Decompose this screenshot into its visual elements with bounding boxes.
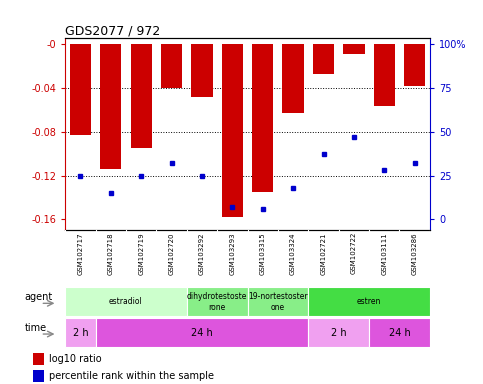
Text: 24 h: 24 h — [191, 328, 213, 338]
Text: 2 h: 2 h — [72, 328, 88, 338]
Text: 19-nortestoster
one: 19-nortestoster one — [248, 292, 308, 311]
Text: time: time — [25, 323, 47, 333]
Bar — [33, 370, 44, 382]
Bar — [65, 318, 96, 347]
Text: GSM103292: GSM103292 — [199, 232, 205, 275]
Text: GSM103324: GSM103324 — [290, 232, 296, 275]
Bar — [404, 44, 426, 86]
Text: GSM102720: GSM102720 — [169, 232, 174, 275]
Bar — [313, 44, 334, 73]
Text: GSM102717: GSM102717 — [77, 232, 84, 275]
Text: GSM102719: GSM102719 — [138, 232, 144, 275]
Bar — [308, 318, 369, 347]
Bar — [374, 44, 395, 106]
Text: dihydrotestoste
rone: dihydrotestoste rone — [187, 292, 247, 311]
Text: GSM103111: GSM103111 — [381, 232, 387, 275]
Text: estren: estren — [357, 297, 381, 306]
Bar — [161, 44, 182, 88]
Bar — [96, 318, 308, 347]
Text: GSM102721: GSM102721 — [321, 232, 327, 275]
Bar — [252, 44, 273, 192]
Text: GSM102722: GSM102722 — [351, 232, 357, 275]
Bar — [33, 353, 44, 365]
Text: GSM102718: GSM102718 — [108, 232, 114, 275]
Bar — [130, 44, 152, 148]
Text: percentile rank within the sample: percentile rank within the sample — [48, 371, 213, 381]
Bar — [369, 318, 430, 347]
Bar — [343, 44, 365, 54]
Text: log10 ratio: log10 ratio — [48, 354, 101, 364]
Bar — [70, 44, 91, 135]
Bar — [65, 288, 187, 316]
Bar — [187, 288, 248, 316]
Text: agent: agent — [25, 292, 53, 302]
Text: GDS2077 / 972: GDS2077 / 972 — [65, 24, 160, 37]
Bar — [191, 44, 213, 96]
Text: GSM103286: GSM103286 — [412, 232, 418, 275]
Bar — [283, 44, 304, 113]
Bar — [222, 44, 243, 217]
Text: 2 h: 2 h — [331, 328, 346, 338]
Bar — [308, 288, 430, 316]
Text: 24 h: 24 h — [389, 328, 411, 338]
Text: estradiol: estradiol — [109, 297, 143, 306]
Bar — [100, 44, 121, 169]
Text: GSM103315: GSM103315 — [260, 232, 266, 275]
Bar — [248, 288, 308, 316]
Text: GSM103293: GSM103293 — [229, 232, 235, 275]
